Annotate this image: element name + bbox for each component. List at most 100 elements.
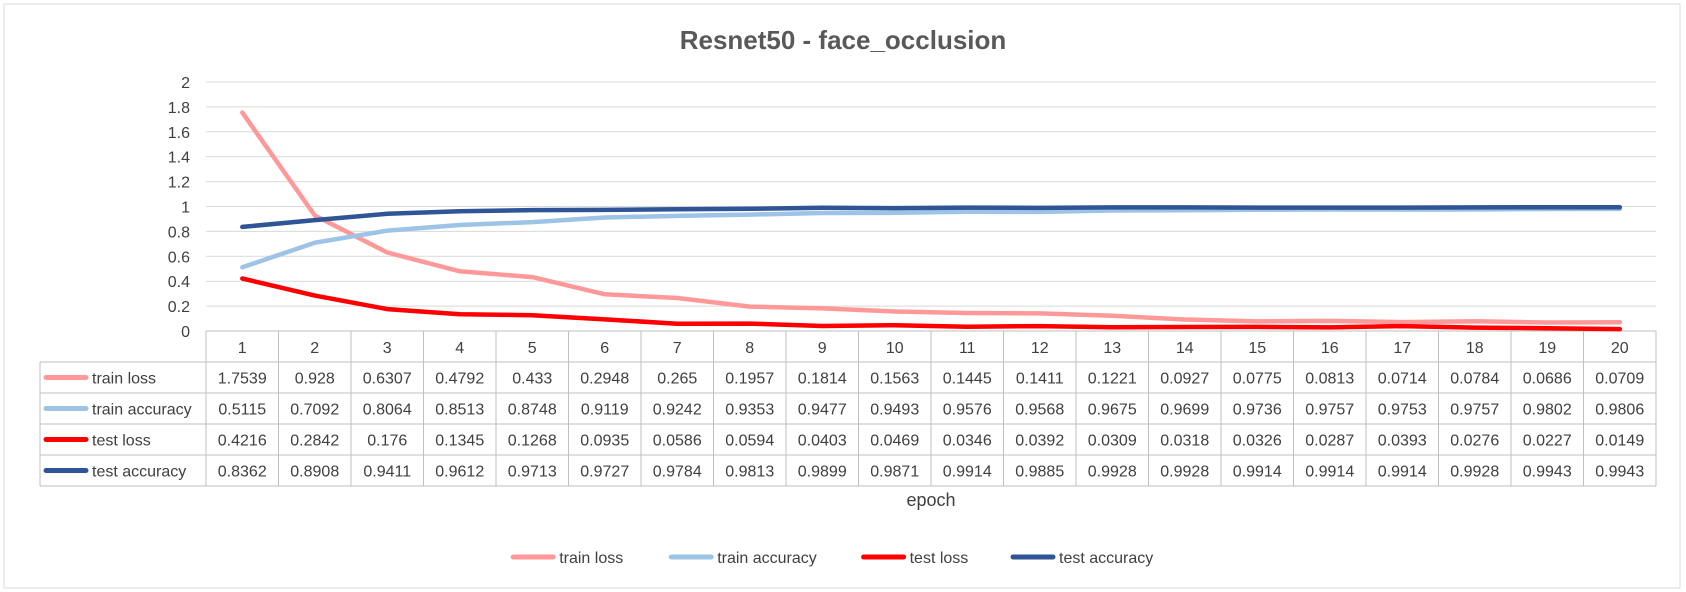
table-cell: 0.1345 (435, 433, 484, 450)
table-cell: 0.9914 (1233, 464, 1282, 481)
table-cell: 0.9914 (943, 464, 992, 481)
table-cell: 0.9914 (1305, 464, 1354, 481)
table-cell: 0.0686 (1523, 371, 1572, 388)
table-cell: 0.8748 (508, 402, 557, 419)
table-cell: 0.0714 (1378, 371, 1427, 388)
chart-title: Resnet50 - face_occlusion (680, 25, 1007, 55)
y-tick-label: 0.4 (168, 274, 190, 291)
table-cell: 0.0709 (1595, 371, 1644, 388)
x-tick-label: 4 (455, 340, 464, 357)
x-tick-label: 14 (1176, 340, 1194, 357)
table-cell: 0.0227 (1523, 433, 1572, 450)
series-lines (240, 110, 1623, 332)
x-tick-label: 7 (673, 340, 682, 357)
x-tick-label: 18 (1466, 340, 1484, 357)
legend: train loss train accuracy test loss test ac… (510, 550, 1153, 567)
x-axis-title: epoch (906, 490, 955, 510)
table-cell: 0.0346 (943, 433, 992, 450)
table-cell: 0.9928 (1450, 464, 1499, 481)
x-tick-label: 19 (1538, 340, 1556, 357)
table-cell: 0.9784 (653, 464, 702, 481)
table-cell: 0.9493 (870, 402, 919, 419)
table-cell: 0.0586 (653, 433, 702, 450)
table-cell: 0.8908 (290, 464, 339, 481)
table-cell: 0.9568 (1015, 402, 1064, 419)
x-tick-label: 6 (600, 340, 609, 357)
y-tick-label: 0.2 (168, 299, 190, 316)
legend-label: train loss (559, 550, 623, 567)
y-tick-label: 1.2 (168, 175, 190, 192)
table-cell: 0.176 (367, 433, 407, 450)
table-cell: 0.7092 (290, 402, 339, 419)
table-cell: 0.9576 (943, 402, 992, 419)
y-tick-label: 0 (181, 324, 190, 341)
table-cell: 0.9802 (1523, 402, 1572, 419)
series-line (240, 276, 1623, 332)
series-line (240, 110, 1623, 325)
table-cell: 0.0318 (1160, 433, 1209, 450)
x-tick-label: 3 (383, 340, 392, 357)
table-cell: 0.0393 (1378, 433, 1427, 450)
table-series-name: train loss (92, 371, 156, 388)
table-cell: 1.7539 (218, 371, 267, 388)
table-cell: 0.9757 (1305, 402, 1354, 419)
table-cell: 0.1411 (1016, 371, 1064, 388)
y-tick-label: 0.6 (168, 249, 190, 266)
y-tick-label: 1.8 (168, 100, 190, 117)
table-cell: 0.1445 (943, 371, 992, 388)
x-tick-label: 12 (1031, 340, 1049, 357)
table-cell: 0.2948 (580, 371, 629, 388)
table-series-name: train accuracy (92, 402, 192, 419)
x-tick-label: 17 (1393, 340, 1411, 357)
table-cell: 0.0935 (580, 433, 629, 450)
table-cell: 0.9353 (725, 402, 774, 419)
x-tick-label: 20 (1611, 340, 1629, 357)
table-cell: 0.0392 (1015, 433, 1064, 450)
legend-label: train accuracy (717, 550, 817, 567)
table-cell: 0.9242 (653, 402, 702, 419)
table-cell: 0.0927 (1160, 371, 1209, 388)
table-cell: 0.2842 (290, 433, 339, 450)
table-cell: 0.9713 (508, 464, 557, 481)
table-cell: 0.265 (657, 371, 697, 388)
table-cell: 0.0784 (1450, 371, 1499, 388)
table-cell: 0.5115 (218, 402, 266, 419)
table-cell: 0.8362 (218, 464, 267, 481)
x-tick-label: 1 (238, 340, 247, 357)
series-line (240, 204, 1623, 230)
table-cell: 0.6307 (363, 371, 412, 388)
y-tick-label: 2 (181, 75, 190, 92)
table-cell: 0.0276 (1450, 433, 1499, 450)
table-cell: 0.1814 (798, 371, 847, 388)
table-cell: 0.9871 (870, 464, 919, 481)
table-cell: 0.0775 (1233, 371, 1282, 388)
table-cell: 0.9928 (1160, 464, 1209, 481)
y-tick-label: 1 (181, 200, 190, 217)
table-cell: 0.9727 (580, 464, 629, 481)
table-cell: 0.9753 (1378, 402, 1427, 419)
table-cell: 0.4792 (435, 371, 484, 388)
table-cell: 0.1957 (725, 371, 774, 388)
table-cell: 0.9943 (1523, 464, 1572, 481)
table-cell: 0.433 (512, 371, 552, 388)
legend-label: test accuracy (1059, 550, 1153, 567)
y-tick-labels: 0 0.2 0.4 0.6 0.8 1 1.2 1.4 1.6 1.8 2 (168, 75, 190, 341)
table-cell: 0.9736 (1233, 402, 1282, 419)
x-tick-label: 8 (745, 340, 754, 357)
table-cell: 0.9119 (581, 402, 629, 419)
table-cell: 0.0149 (1595, 433, 1644, 450)
chart-border (3, 3, 1681, 589)
gridlines (206, 81, 1656, 307)
table-cell: 0.9914 (1378, 464, 1427, 481)
table-cell: 0.9885 (1015, 464, 1064, 481)
table-cell: 0.0594 (725, 433, 774, 450)
legend-label: test loss (910, 550, 969, 567)
x-tick-label: 10 (886, 340, 904, 357)
y-tick-label: 1.6 (168, 125, 190, 142)
x-tick-label: 5 (528, 340, 537, 357)
table-cell: 0.1563 (870, 371, 919, 388)
table-cell: 0.4216 (218, 433, 267, 450)
table-cell: 0.1221 (1088, 371, 1137, 388)
